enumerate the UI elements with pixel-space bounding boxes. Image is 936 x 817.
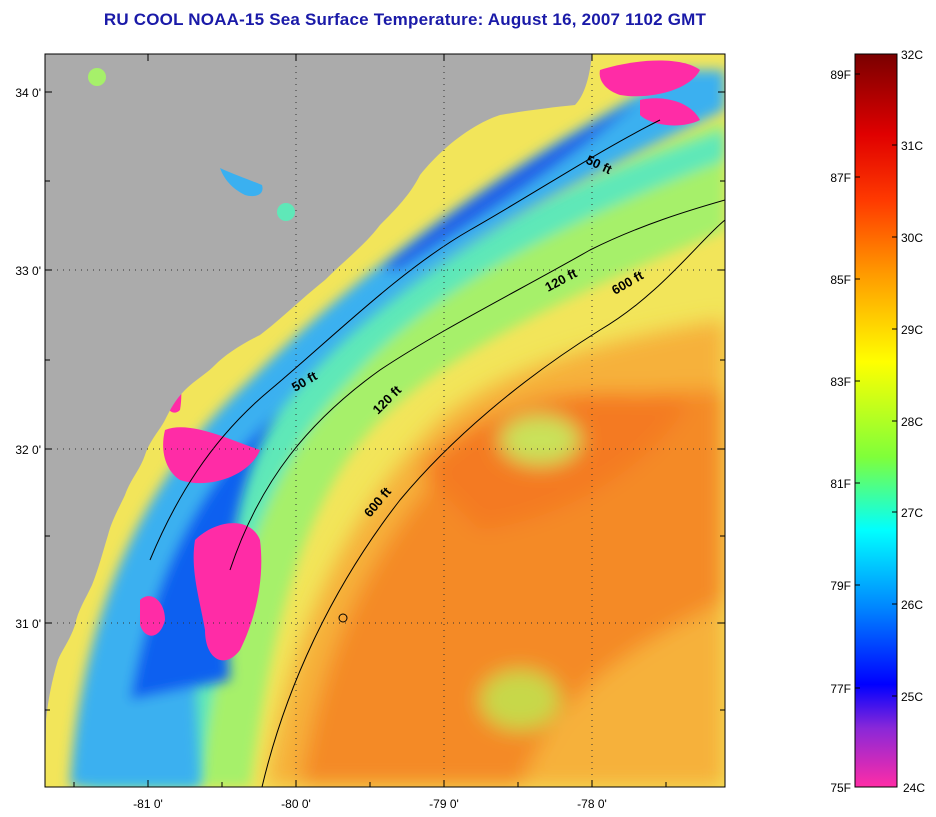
colorbar-label-c: 24C [903, 781, 925, 795]
map-title: RU COOL NOAA-15 Sea Surface Temperature:… [103, 10, 707, 29]
contour-50ft [149, 119, 661, 561]
contour-600ft [261, 219, 725, 787]
island-patch [220, 168, 263, 197]
colorbar-label-c: 27C [901, 506, 923, 520]
gulf-stream-warm [265, 320, 725, 787]
colorbar-label-c: 28C [901, 415, 923, 429]
colorbar-label-f: 87F [830, 171, 851, 185]
colorbar-label-f: 83F [830, 375, 851, 389]
lat-label-33: 33 0' [15, 264, 41, 278]
contour-120ft [229, 199, 725, 571]
colorbar-label-c: 30C [901, 231, 923, 245]
contour-ring [338, 613, 348, 623]
lon-label-78: -78 0' [577, 797, 607, 811]
lat-label-34: 34 0' [15, 86, 41, 100]
colorbar-label-c: 29C [901, 323, 923, 337]
colorbar-label-c: 25C [901, 690, 923, 704]
lon-label-81: -81 0' [133, 797, 163, 811]
colorbar-label-c: 32C [901, 48, 923, 62]
lat-label-31: 31 0' [15, 617, 41, 631]
axis-ticks [45, 54, 725, 787]
island-patch [88, 68, 106, 86]
colorbar-label-f: 81F [830, 477, 851, 491]
colorbar-label-f: 85F [830, 273, 851, 287]
lon-label-80: -80 0' [281, 797, 311, 811]
lon-label-79: -79 0' [429, 797, 459, 811]
colorbar [854, 53, 898, 788]
colorbar-label-f: 77F [830, 682, 851, 696]
colorbar-label-f: 79F [830, 579, 851, 593]
map-frame [44, 53, 726, 788]
lat-label-32: 32 0' [15, 443, 41, 457]
map-area: 50 ft 50 ft 120 ft 120 ft 600 ft 600 ft [45, 54, 725, 787]
colorbar-label-f: 75F [830, 781, 851, 795]
island-patch [277, 203, 295, 221]
colorbar-label-f: 89F [830, 68, 851, 82]
land-mass [45, 54, 592, 787]
colorbar-label-c: 31C [901, 139, 923, 153]
colorbar-label-c: 26C [901, 598, 923, 612]
cloud-patches [94, 60, 700, 661]
colorbar-ticks [855, 73, 897, 697]
grid-lines [45, 54, 725, 787]
